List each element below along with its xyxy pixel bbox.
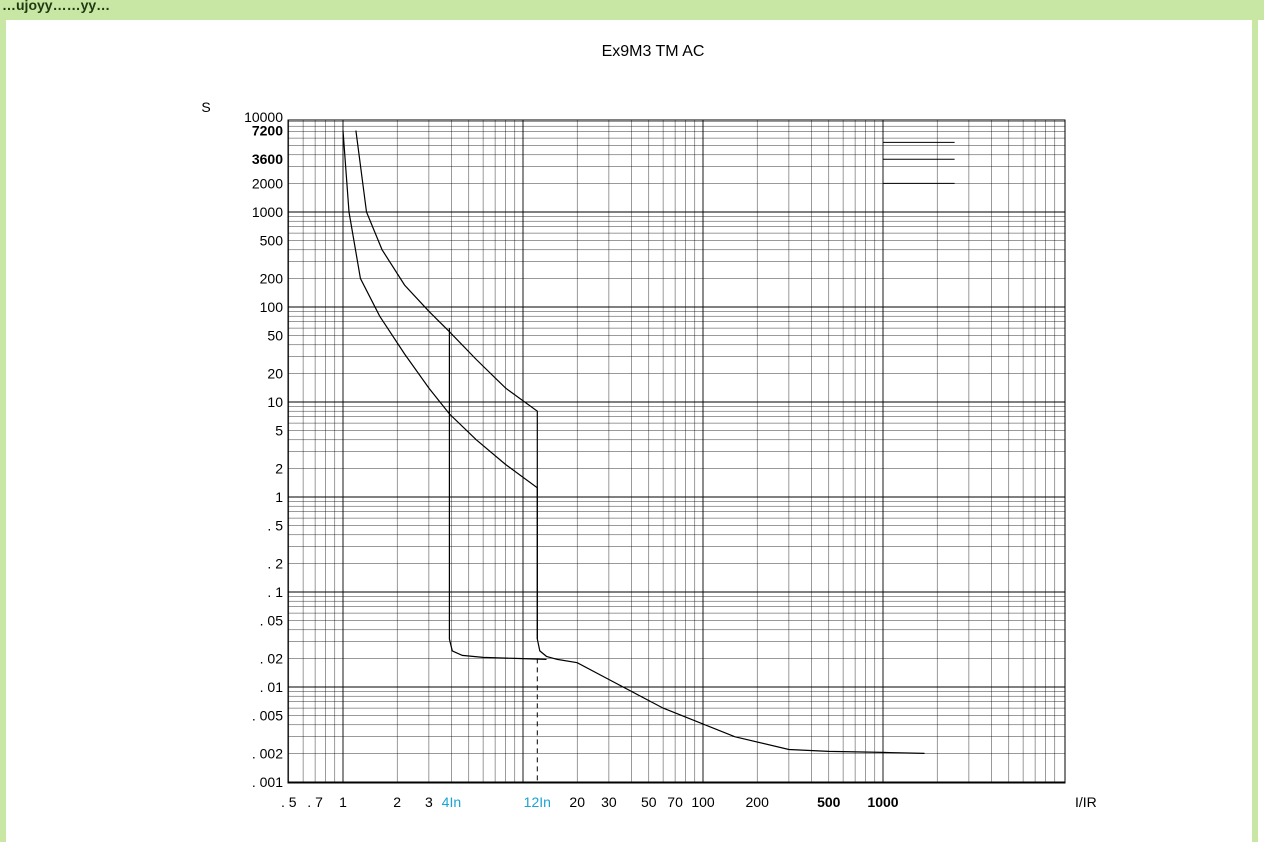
series-line-lower [342,130,925,754]
chart-title: Ex9M3 TM AC [602,43,705,60]
top-banner-text: …ujoyy……yy… [2,0,111,13]
y-tick-label: 500 [260,233,284,249]
x-tick-label: . 5 [281,794,297,810]
x-tick-label: 100 [691,794,715,810]
y-tick-label: 3600 [252,151,283,167]
y-tick-label: 1000 [252,204,283,220]
x-tick-label: 12In [524,794,551,810]
y-tick-label: 2 [275,460,283,476]
y-tick-label: 10 [267,394,283,410]
y-axis-label: S [201,99,210,115]
series-layer [342,130,925,782]
x-tick-label: 3 [425,794,433,810]
y-tick-label: 1 [275,489,283,505]
y-tick-label: . 05 [260,613,284,629]
y-tick-label: 50 [267,328,283,344]
x-tick-label: 1000 [867,794,898,810]
y-tick-label: . 01 [260,679,284,695]
x-tick-label: 20 [569,794,585,810]
x-tick-label: 4In [442,794,461,810]
x-axis-ticks: . 5 . 7 1 2 3 4In 12In 20 30 50 70 100 200 500 1000 [281,794,899,810]
x-axis-label: I/IR [1075,794,1097,810]
series-line-upper [355,130,538,639]
y-tick-label: . 001 [252,774,283,790]
x-tick-label: 200 [746,794,770,810]
y-tick-label: . 1 [267,584,283,600]
x-tick-label: 2 [393,794,401,810]
grid [288,120,1065,783]
plot-border [287,119,1066,784]
y-tick-label: . 02 [260,650,284,666]
series-line-4In-drop [448,328,547,660]
y-tick-label: 7200 [252,123,283,139]
y-tick-label: 20 [267,365,283,381]
x-tick-label: 70 [667,794,683,810]
y-tick-label: . 002 [252,745,283,761]
y-tick-label: 2000 [252,175,283,191]
y-tick-label: 200 [260,270,284,286]
x-tick-label: 30 [601,794,617,810]
y-tick-label: 100 [260,299,284,315]
top-banner: …ujoyy……yy… [0,0,1264,20]
y-tick-label: . 005 [252,708,283,724]
reference-lines [883,141,955,184]
x-tick-label: 500 [817,794,841,810]
y-tick-label: 5 [275,423,283,439]
y-tick-label: . 2 [267,555,283,571]
x-tick-label: . 7 [307,794,323,810]
y-tick-label: 10000 [244,109,283,125]
x-tick-label: 50 [641,794,657,810]
y-tick-label: . 5 [267,518,283,534]
x-tick-label: 1 [339,794,347,810]
